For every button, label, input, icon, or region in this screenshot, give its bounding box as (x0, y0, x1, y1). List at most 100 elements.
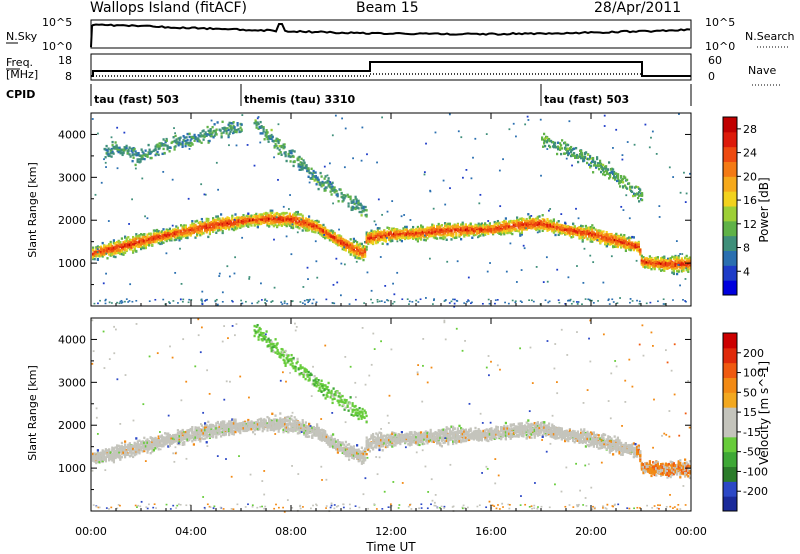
heatmap-cell (581, 234, 584, 238)
heatmap-cell (578, 226, 581, 229)
heatmap-cell (488, 227, 491, 230)
heatmap-cell (324, 227, 327, 230)
heatmap-cell (559, 229, 562, 233)
heatmap-cell (679, 266, 682, 269)
heatmap-cell (682, 263, 685, 266)
heatmap-cell (152, 240, 155, 244)
heatmap-cell (466, 228, 469, 231)
heatmap-cell (152, 233, 155, 236)
heatmap-cell (685, 254, 688, 258)
heatmap-cell (216, 223, 219, 227)
heatmap-cell (464, 223, 467, 226)
heatmap-cell (111, 252, 114, 255)
heatmap-cell (519, 224, 522, 227)
heatmap-cell (420, 227, 423, 231)
heatmap-cell (556, 228, 559, 232)
heatmap-cell (162, 228, 165, 231)
heatmap-cell (575, 232, 578, 235)
heatmap-cell (389, 237, 392, 241)
heatmap-cell (259, 132, 262, 135)
heatmap-cell (266, 212, 269, 215)
heatmap-cell (623, 233, 626, 237)
heatmap-cell (452, 235, 455, 238)
heatmap-cell (221, 229, 224, 233)
heatmap-cell (623, 241, 626, 244)
heatmap-cell (472, 228, 475, 231)
heatmap-cell (570, 232, 573, 236)
heatmap-cell (431, 226, 434, 229)
heatmap-cell (442, 232, 445, 236)
heatmap-cell (160, 236, 163, 240)
heatmap-cell (314, 224, 317, 227)
heatmap-cell (460, 223, 463, 226)
heatmap-cell (183, 224, 186, 227)
heatmap-cell (628, 239, 631, 243)
heatmap-cell (562, 224, 565, 228)
heatmap-cell (116, 245, 119, 248)
heatmap-cell (359, 257, 362, 260)
heatmap-cell (512, 221, 515, 224)
heatmap-cell (485, 224, 488, 227)
heatmap-cell (517, 218, 520, 222)
heatmap-cell (680, 257, 683, 260)
heatmap-cell (354, 256, 357, 259)
heatmap-cell (383, 233, 386, 237)
heatmap-cell (154, 233, 157, 237)
heatmap-cell (551, 228, 554, 231)
heatmap-cell (351, 248, 354, 252)
heatmap-cell (258, 220, 261, 223)
heatmap-cell (212, 217, 215, 220)
heatmap-cell (413, 235, 416, 239)
heatmap-cell (484, 233, 487, 236)
heatmap-cell (519, 232, 522, 235)
heatmap-cell (381, 236, 384, 239)
heatmap-cell (365, 248, 368, 251)
heatmap-cell (514, 223, 517, 227)
heatmap-cell (413, 230, 416, 234)
heatmap-cell (637, 250, 640, 253)
heatmap-cell (394, 235, 397, 239)
heatmap-cell (250, 214, 253, 217)
heatmap-cell (388, 237, 391, 240)
heatmap-cell (306, 224, 309, 227)
heatmap-cell (262, 127, 265, 131)
heatmap-cell (180, 224, 183, 227)
heatmap-cell (672, 261, 675, 265)
heatmap-cell (672, 266, 675, 269)
heatmap-cell (280, 224, 283, 227)
heatmap-cell (221, 217, 224, 220)
heatmap-cell (383, 236, 386, 239)
heatmap-cell (245, 224, 248, 227)
heatmap-cell (653, 266, 656, 269)
heatmap-cell (629, 241, 632, 245)
heatmap-cell (687, 262, 690, 266)
heatmap-cell (405, 236, 408, 239)
heatmap-cell (173, 238, 176, 242)
heatmap-cell (436, 237, 439, 240)
heatmap-cell (404, 228, 407, 231)
heatmap-cell (135, 244, 138, 248)
heatmap-cell (292, 217, 295, 220)
heatmap-cell (557, 230, 560, 233)
heatmap-cell (183, 227, 186, 231)
heatmap-cell (442, 228, 445, 231)
heatmap-cell (354, 244, 357, 248)
heatmap-cell (295, 210, 298, 214)
heatmap-cell (274, 218, 277, 221)
heatmap-cell (208, 232, 211, 236)
heatmap-cell (396, 230, 399, 233)
heatmap-cell (402, 229, 405, 233)
heatmap-cell (520, 233, 523, 236)
heatmap-cell (434, 232, 437, 236)
heatmap-cell (276, 147, 279, 150)
heatmap-cell (229, 223, 232, 227)
heatmap-cell (335, 240, 338, 244)
heatmap-cell (224, 223, 227, 226)
heatmap-cell (436, 226, 439, 230)
heatmap-cell (375, 230, 378, 234)
heatmap-cell (296, 221, 299, 225)
heatmap-cell (316, 224, 319, 228)
heatmap-cell (503, 224, 506, 227)
heatmap-cell (119, 249, 122, 252)
heatmap-cell (410, 235, 413, 239)
